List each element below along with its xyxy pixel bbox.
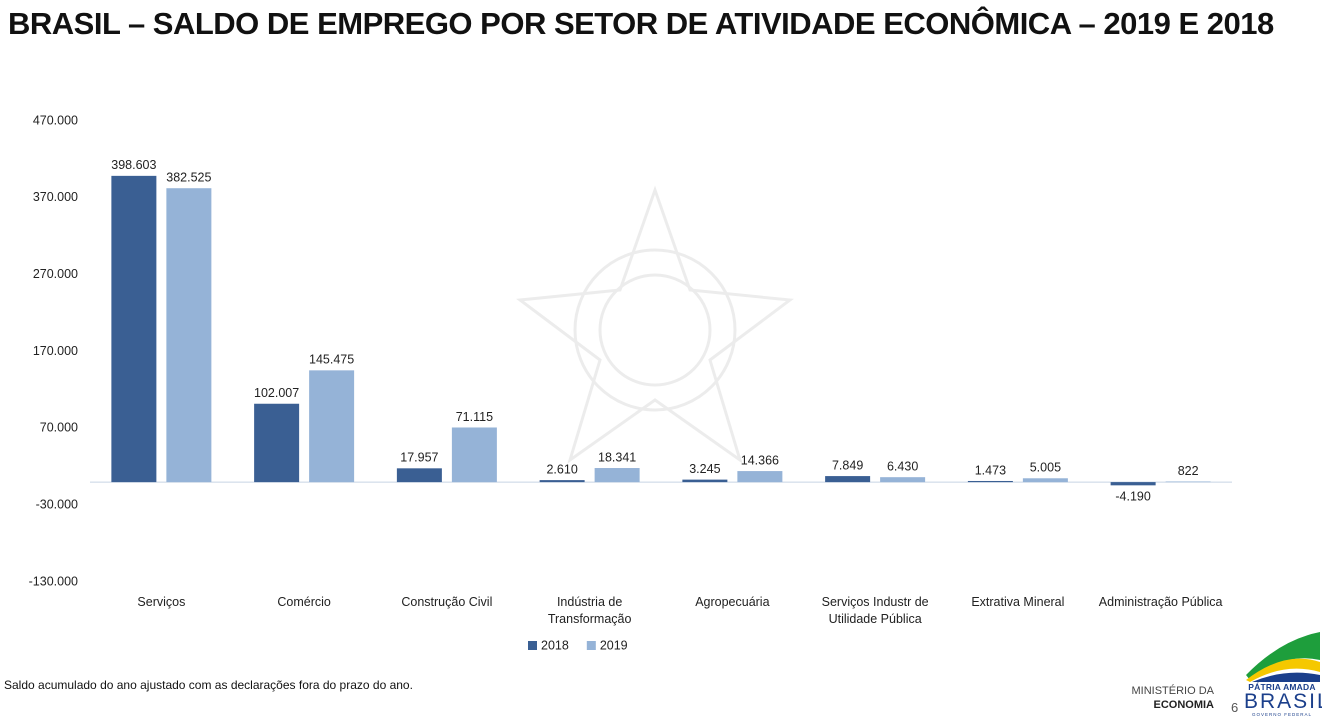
y-tick-label: 70.000 bbox=[40, 421, 78, 435]
legend-label: 2018 bbox=[541, 638, 569, 652]
value-label: -4.190 bbox=[1115, 490, 1150, 504]
bar bbox=[967, 480, 1013, 483]
value-label: 7.849 bbox=[832, 458, 863, 472]
ministry-line: ECONOMIA bbox=[1153, 699, 1215, 711]
x-tick-label: Extrativa Mineral bbox=[971, 595, 1065, 609]
brand-name: BRASIL bbox=[1244, 690, 1322, 713]
footnote: Saldo acumulado do ano ajustado com as d… bbox=[4, 678, 413, 692]
value-label: 5.005 bbox=[1030, 461, 1061, 475]
brand-sub: GOVERNO FEDERAL bbox=[1251, 712, 1312, 717]
bar bbox=[880, 477, 926, 483]
brand: PÁTRIA AMADABRASILGOVERNO FEDERAL bbox=[1244, 682, 1322, 717]
y-tick-label: 170.000 bbox=[33, 344, 78, 358]
x-tick-label: Administração Pública bbox=[1098, 595, 1223, 609]
bar bbox=[825, 476, 871, 483]
title: BRASIL – SALDO DE EMPREGO POR SETOR DE A… bbox=[8, 6, 1274, 41]
x-tick-label: Indústria de Transformação bbox=[547, 595, 632, 626]
value-label: 145.475 bbox=[309, 353, 354, 367]
value-label: 17.957 bbox=[400, 451, 438, 465]
y-tick-label: 370.000 bbox=[33, 190, 78, 204]
ministry-line: MINISTÉRIO DA bbox=[1131, 685, 1214, 697]
y-tick-label: 270.000 bbox=[33, 267, 78, 281]
y-tick-label: -130.000 bbox=[29, 574, 78, 588]
x-tick-label: Agropecuária bbox=[695, 595, 770, 609]
brand-line: PÁTRIA AMADA bbox=[1248, 682, 1316, 692]
bar bbox=[682, 479, 728, 483]
bar bbox=[594, 468, 640, 483]
legend-swatch bbox=[586, 641, 596, 650]
bar bbox=[737, 471, 783, 483]
legend-label: 2019 bbox=[600, 638, 628, 652]
x-tick-label: Serviços bbox=[137, 595, 186, 609]
value-label: 18.341 bbox=[598, 450, 636, 464]
ministry: MINISTÉRIO DA ECONOMIA bbox=[1110, 684, 1214, 712]
value-label: 6.430 bbox=[887, 459, 918, 473]
bar bbox=[1022, 478, 1068, 483]
bar bbox=[539, 480, 585, 483]
legend-swatch bbox=[528, 641, 537, 650]
value-label: 3.245 bbox=[689, 462, 720, 476]
bar bbox=[111, 175, 157, 483]
value-label: 1.473 bbox=[975, 463, 1006, 477]
bar bbox=[451, 427, 497, 483]
y-tick-label: -30.000 bbox=[36, 497, 78, 511]
coat-of-arms-watermark bbox=[516, 185, 794, 464]
value-label: 822 bbox=[1178, 464, 1199, 478]
value-label: 2.610 bbox=[546, 462, 577, 476]
page-number: 6 bbox=[1231, 700, 1239, 715]
value-label: 102.007 bbox=[254, 386, 299, 400]
value-label: 14.366 bbox=[741, 453, 779, 467]
x-tick-label: Comércio bbox=[277, 595, 331, 609]
bar bbox=[309, 370, 355, 483]
x-tick-label: Serviços Industr de Utilidade Pública bbox=[821, 595, 929, 626]
y-tick-label: 470.000 bbox=[33, 113, 78, 127]
x-tick-label: Construção Civil bbox=[401, 595, 493, 609]
value-label: 382.525 bbox=[166, 171, 211, 185]
bar bbox=[166, 188, 212, 483]
bar bbox=[1110, 482, 1156, 486]
bar bbox=[396, 468, 442, 483]
value-label: 398.603 bbox=[111, 158, 156, 172]
bar bbox=[254, 403, 300, 483]
value-label: 71.115 bbox=[456, 410, 493, 424]
bar bbox=[1165, 481, 1211, 483]
